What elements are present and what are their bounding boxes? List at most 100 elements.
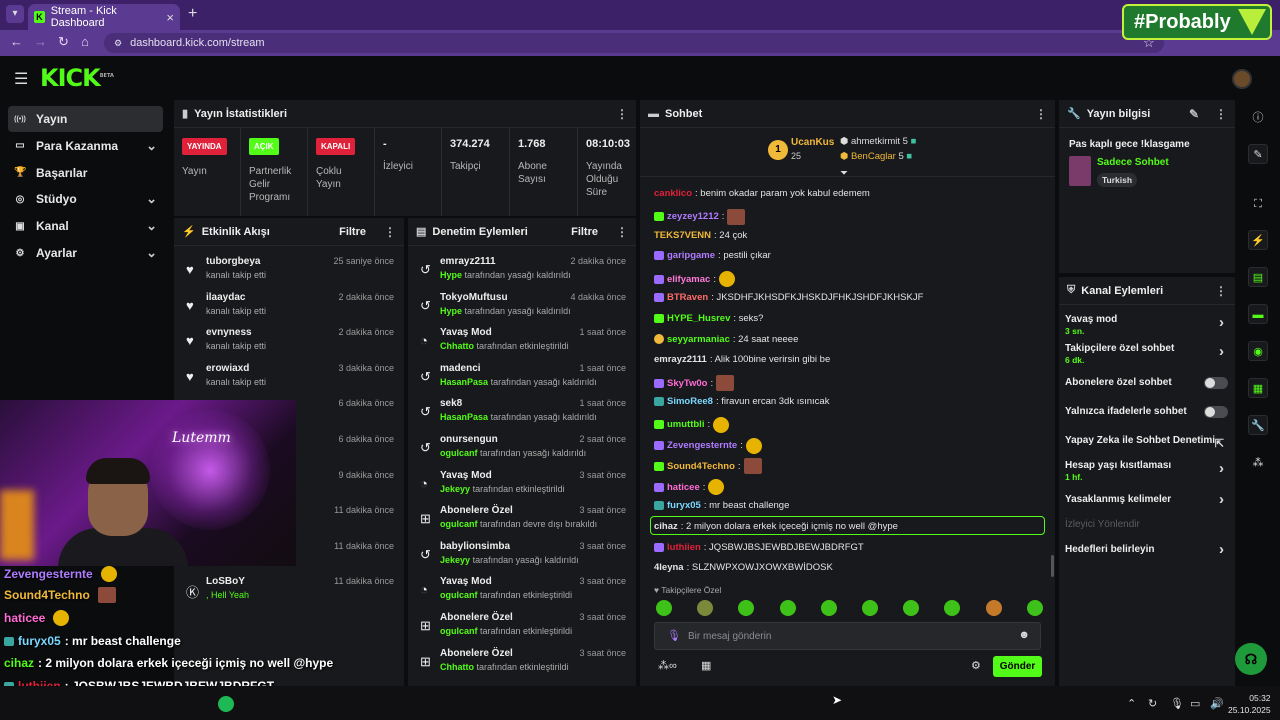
moderation-item[interactable]: ◔ Yavaş Mod ogulcanf tarafından etkinleşti… <box>408 572 636 608</box>
chat-username[interactable]: seyyarmaniac <box>667 333 730 345</box>
tray-display-icon[interactable]: ▭ <box>1190 698 1201 710</box>
sidebar-item-0[interactable]: ((•)) Yayın <box>8 106 163 132</box>
channel-action-item[interactable]: Hesap yaşı kısıtlaması 1 hf. › <box>1065 460 1230 482</box>
bookmark-star-icon[interactable]: ☆ <box>1143 35 1155 50</box>
tray-volume-icon[interactable]: 🔊 <box>1210 698 1224 710</box>
chat-message[interactable]: elifyamac: <box>654 271 735 288</box>
chat-message[interactable]: haticee: <box>654 479 725 496</box>
chevron-down-icon[interactable]: ⌄ <box>146 218 157 234</box>
channel-action-item[interactable]: Yalnızca ifadelerle sohbet <box>1065 406 1230 418</box>
chat-username[interactable]: TEKS7VENN <box>654 229 712 241</box>
chat-username[interactable]: garipgame <box>667 250 716 262</box>
chat-username[interactable]: umuttbli <box>667 419 705 431</box>
chat-username[interactable]: elifyamac <box>667 273 711 285</box>
activity-item[interactable]: ♥ evnyness kanalı takip etti 2 dakika önce <box>174 323 404 359</box>
quick-emote-icon[interactable] <box>779 600 796 616</box>
expand-icon[interactable]: ⛶ <box>1254 198 1262 210</box>
chat-username[interactable]: cihaz <box>654 520 678 532</box>
activity-item[interactable]: ♥ ilaaydac kanalı takip etti 2 dakika önce <box>174 288 404 324</box>
chat-username[interactable]: 4leyna <box>654 562 684 574</box>
user-avatar[interactable] <box>1232 69 1252 89</box>
quick-emote-icon[interactable] <box>862 600 878 616</box>
store-icon[interactable]: ▦ <box>701 660 712 672</box>
moderation-item[interactable]: ⊞ Abonelere Özel Chhatto tarafından etkinl… <box>408 644 636 680</box>
toggle-switch[interactable] <box>1204 406 1228 418</box>
tools-icon[interactable]: 🔧 <box>1248 415 1268 435</box>
chevron-down-icon[interactable]: ⌄ <box>146 245 157 260</box>
chat-username[interactable]: Zevengesternte <box>667 440 738 452</box>
chat-message[interactable]: BTRaven: JKSDHFJKHSDFKJHSKDJFHKJSHDFJKHS… <box>654 292 923 303</box>
moderation-menu-icon[interactable]: ⋮ <box>616 224 628 239</box>
chat-message[interactable]: canklico: benim okadar param yok kabul e… <box>654 188 870 199</box>
support-headset-icon[interactable]: ☊ <box>1235 643 1267 675</box>
moderation-item[interactable]: ↺ madenci HasanPasa tarafından yasağı kald… <box>408 359 636 395</box>
channel-action-item[interactable]: Hedefleri belirleyin › <box>1065 541 1230 558</box>
chat-message[interactable]: TEKS7VENN: 24 çok <box>654 230 747 241</box>
tray-network-icon[interactable]: ↻ <box>1148 698 1158 710</box>
stream-info-menu-icon[interactable]: ⋮ <box>1215 106 1227 121</box>
channel-action-item[interactable]: Takipçilere özel sohbet 6 dk. › <box>1065 343 1230 365</box>
chat-username[interactable]: BTRaven <box>667 292 709 303</box>
emoji-icon[interactable]: ☻ <box>1018 629 1030 641</box>
chat-username[interactable]: SimoRee8 <box>667 396 713 407</box>
chat-message[interactable]: Zevengesternte: <box>654 437 762 454</box>
mic-icon[interactable]: 🎙 <box>667 630 681 642</box>
hamburger-menu-icon[interactable]: ☰ <box>14 71 29 88</box>
moderation-filter-button[interactable]: Filtre <box>571 225 598 238</box>
chevron-right-icon[interactable]: › <box>1219 314 1224 331</box>
chevron-right-icon[interactable]: › <box>1219 491 1224 508</box>
tray-mic-icon[interactable]: 🎙 <box>1170 698 1184 710</box>
chat-username[interactable]: SkyTw0o <box>667 377 708 389</box>
quick-emote-icon[interactable] <box>820 600 837 616</box>
url-field[interactable]: ⚙ dashboard.kick.com/stream <box>104 33 1164 53</box>
quick-emote-icon[interactable] <box>985 600 1002 616</box>
chevron-down-icon[interactable]: ⌄ <box>146 191 157 207</box>
chat-username[interactable]: haticee <box>667 481 700 493</box>
edit-icon[interactable]: ✎ <box>1188 106 1199 121</box>
stats-menu-icon[interactable]: ⋮ <box>616 106 628 121</box>
chat-settings-icon[interactable]: ⚙ <box>971 660 981 672</box>
sidebar-item-1[interactable]: ▭ Para Kazanma ⌄ <box>8 133 163 159</box>
home-icon[interactable]: ⌂ <box>81 34 89 49</box>
chat-message[interactable]: zeyzey1212: <box>654 208 746 225</box>
forward-icon[interactable]: → <box>34 34 47 49</box>
chevron-down-icon[interactable]: ⌄ <box>146 137 157 153</box>
moderation-item[interactable]: ↺ emrayz2111 Hype tarafından yasağı kaldır… <box>408 252 636 288</box>
spotify-icon[interactable] <box>218 696 234 712</box>
moderation-item[interactable]: ◔ Yavaş Mod Jekeyy tarafından etkinleştiri… <box>408 466 636 502</box>
chat-username[interactable]: furyx05 <box>667 500 701 511</box>
chat-message[interactable]: 4leyna: SLZNWPXOWJXOWXBWİDOSK <box>654 562 833 573</box>
quick-emote-icon[interactable] <box>1026 600 1043 616</box>
channel-action-item[interactable]: Yapay Zeka ile Sohbet Denetimi ⇱ <box>1065 435 1230 450</box>
chat-message[interactable]: Sound4Techno: <box>654 458 762 475</box>
category-thumbnail[interactable] <box>1069 156 1091 186</box>
chat-input[interactable]: 🎙 Bir mesaj gönderin ☻ <box>654 622 1041 650</box>
taskbar-clock[interactable]: 05:32 25.10.2025 <box>1228 692 1271 716</box>
send-button[interactable]: Gönder <box>993 656 1042 677</box>
chat-message[interactable]: luthiien: JQSBWJBSJEWBDJBEWJBDRFGT <box>654 542 864 553</box>
chat-message[interactable]: cihaz: 2 milyon dolara erkek içeceği içm… <box>654 521 898 532</box>
category-link[interactable]: Sadece Sohbet <box>1097 157 1169 168</box>
new-tab-button[interactable]: + <box>188 5 198 22</box>
chat-scrollbar[interactable] <box>1051 555 1054 577</box>
leaderboard-expand-icon[interactable]: ⏷ <box>840 168 848 179</box>
tab-search-button[interactable]: ▾ <box>6 5 24 23</box>
moderation-item[interactable]: ↺ sek8 HasanPasa tarafından yasağı kaldırı… <box>408 394 636 430</box>
chevron-right-icon[interactable]: › <box>1219 460 1224 477</box>
quick-emote-icon[interactable] <box>738 600 755 616</box>
chat-message[interactable]: umuttbli: <box>654 416 730 433</box>
kick-logo[interactable]: KICKBETA <box>40 64 114 92</box>
external-link-icon[interactable]: ⇱ <box>1214 438 1224 450</box>
channel-action-item[interactable]: Abonelere özel sohbet <box>1065 377 1230 389</box>
quick-emote-icon[interactable] <box>944 600 961 616</box>
leader-3[interactable]: ⬢ BenCaglar 5 ■ <box>840 151 913 162</box>
activity-item[interactable]: ♥ tuborgbeya kanalı takip etti 25 saniye ön… <box>174 252 404 288</box>
moderation-item[interactable]: ↺ onursengun ogulcanf tarafından yasağı ka… <box>408 430 636 466</box>
edit-stream-icon[interactable]: ✎ <box>1248 144 1268 164</box>
chat-message[interactable]: furyx05: mr beast challenge <box>654 500 789 511</box>
chat-menu-icon[interactable]: ⋮ <box>1035 106 1047 121</box>
sidebar-item-2[interactable]: 🏆 Başarılar <box>8 160 163 186</box>
sidebar-item-3[interactable]: ◎ Stüdyo ⌄ <box>8 186 163 212</box>
chat-message[interactable]: SkyTw0o: <box>654 375 735 392</box>
site-info-icon[interactable]: ⚙ <box>114 37 123 48</box>
